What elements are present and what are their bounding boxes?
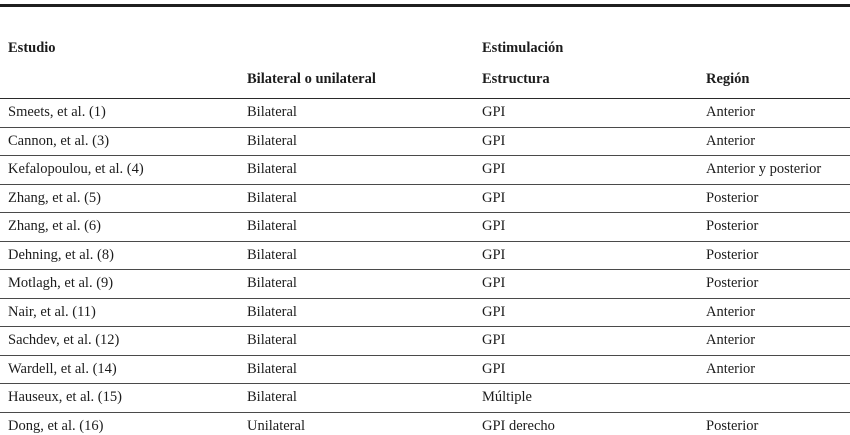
cell-region: Posterior — [706, 269, 850, 299]
cell-region — [706, 383, 850, 413]
header-group-estimulacion: Estimulación — [482, 40, 564, 56]
cell-estudio: Motlagh, et al. (9) — [0, 269, 247, 299]
cell-lateralidad: Bilateral — [247, 383, 482, 413]
cell-estudio: Dehning, et al. (8) — [0, 241, 247, 270]
cell-estructura: GPI — [482, 269, 706, 299]
cell-estudio: Cannon, et al. (3) — [0, 127, 247, 156]
table-header: Estudio Estimulación Bilateral o unilate… — [0, 6, 850, 99]
cell-region: Anterior — [706, 127, 850, 156]
cell-lateralidad: Bilateral — [247, 184, 482, 213]
cell-lateralidad: Bilateral — [247, 212, 482, 242]
cell-lateralidad: Bilateral — [247, 355, 482, 384]
header-estudio: Estudio — [8, 40, 56, 56]
studies-table: Estudio Estimulación Bilateral o unilate… — [0, 4, 850, 435]
cell-lateralidad: Bilateral — [247, 98, 482, 128]
cell-region: Posterior — [706, 241, 850, 270]
table-row: Smeets, et al. (1) Bilateral GPI Anterio… — [0, 98, 850, 128]
cell-estructura: GPI — [482, 241, 706, 270]
cell-estructura: GPI — [482, 184, 706, 213]
cell-estudio: Kefalopoulou, et al. (4) — [0, 155, 247, 185]
table-row: Sachdev, et al. (12) Bilateral GPI Anter… — [0, 326, 850, 356]
cell-region: Anterior — [706, 355, 850, 384]
cell-lateralidad: Bilateral — [247, 269, 482, 299]
cell-estudio: Wardell, et al. (14) — [0, 355, 247, 384]
cell-lateralidad: Unilateral — [247, 417, 305, 434]
cell-estructura: GPI — [482, 98, 706, 128]
table-row: Dong, et al. (16) Unilateral GPI derecho… — [0, 412, 850, 435]
cell-estudio: Zhang, et al. (6) — [0, 212, 247, 242]
cell-estructura: GPI — [482, 298, 706, 327]
table-row: Cannon, et al. (3) Bilateral GPI Anterio… — [0, 127, 850, 156]
table-row: Zhang, et al. (5) Bilateral GPI Posterio… — [0, 184, 850, 213]
table-row: Nair, et al. (11) Bilateral GPI Anterior — [0, 298, 850, 327]
header-estudio-spacer — [0, 66, 247, 99]
table-body: Smeets, et al. (1) Bilateral GPI Anterio… — [0, 98, 850, 435]
table-row: Dehning, et al. (8) Bilateral GPI Poster… — [0, 241, 850, 270]
header-spacer — [247, 6, 482, 67]
header-row-group: Estudio Estimulación — [0, 6, 850, 67]
cell-region: Posterior — [706, 212, 850, 242]
cell-estructura: GPI — [482, 155, 706, 185]
table-row: Kefalopoulou, et al. (4) Bilateral GPI A… — [0, 155, 850, 185]
cell-estructura: GPI — [482, 355, 706, 384]
cell-estructura: GPI — [482, 127, 706, 156]
table-row: Motlagh, et al. (9) Bilateral GPI Poster… — [0, 269, 850, 299]
cell-lateralidad: Bilateral — [247, 127, 482, 156]
header-lateralidad: Bilateral o unilateral — [247, 66, 482, 99]
cell-region: Anterior y posterior — [706, 155, 850, 185]
cell-estructura: Múltiple — [482, 383, 706, 413]
cell-estudio: Sachdev, et al. (12) — [0, 326, 247, 356]
table-row: Zhang, et al. (6) Bilateral GPI Posterio… — [0, 212, 850, 242]
table-row: Hauseux, et al. (15) Bilateral Múltiple — [0, 383, 850, 413]
cell-region: Anterior — [706, 98, 850, 128]
header-estructura: Estructura — [482, 66, 706, 99]
cell-estudio: Dong, et al. (16) — [8, 417, 104, 434]
cell-region: Posterior — [706, 184, 850, 213]
cell-lateralidad: Bilateral — [247, 298, 482, 327]
cell-estudio: Zhang, et al. (5) — [0, 184, 247, 213]
header-region: Región — [706, 66, 850, 99]
header-row-columns: Bilateral o unilateral Estructura Región — [0, 66, 850, 99]
cell-region: Posterior — [706, 417, 759, 434]
cell-region: Anterior — [706, 298, 850, 327]
cell-lateralidad: Bilateral — [247, 326, 482, 356]
cell-estudio: Nair, et al. (11) — [0, 298, 247, 327]
cell-estructura: GPI — [482, 326, 706, 356]
table-row: Wardell, et al. (14) Bilateral GPI Anter… — [0, 355, 850, 384]
cell-estudio: Smeets, et al. (1) — [0, 98, 247, 128]
cell-estructura: GPI — [482, 212, 706, 242]
cell-estructura: GPI derecho — [482, 417, 555, 434]
cell-estudio: Hauseux, et al. (15) — [0, 383, 247, 413]
cell-lateralidad: Bilateral — [247, 241, 482, 270]
cell-region: Anterior — [706, 326, 850, 356]
cell-lateralidad: Bilateral — [247, 155, 482, 185]
